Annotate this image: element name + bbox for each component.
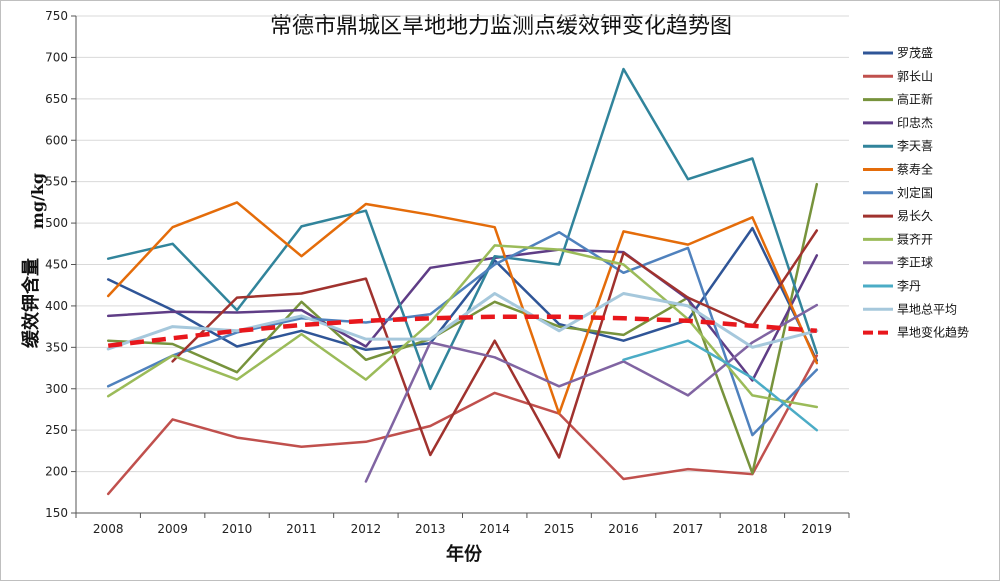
- series-line-1: [106, 354, 819, 496]
- x-tick-label: 2013: [415, 522, 446, 536]
- legend-label: 刘定国: [897, 185, 933, 200]
- y-tick-label: 700: [45, 50, 68, 64]
- series-line-0: [106, 226, 819, 362]
- x-tick-label: 2016: [608, 522, 639, 536]
- legend-label: 聂齐开: [897, 231, 933, 246]
- y-tick-label: 250: [45, 423, 68, 437]
- legend: 罗茂盛郭长山高正新印忠杰李天喜蔡寿全刘定国易长久聂齐开李正球李丹旱地总平均旱地变…: [863, 45, 969, 340]
- x-axis-title: 年份: [446, 543, 483, 565]
- legend-label: 李丹: [897, 278, 921, 293]
- y-tick-label: 500: [45, 216, 68, 230]
- series-line-12: [107, 314, 817, 348]
- y-tick-label: 150: [45, 506, 68, 520]
- y-tick-label: 750: [45, 9, 68, 23]
- series-line-7: [171, 229, 819, 459]
- series-lines: [106, 67, 819, 496]
- legend-label: 易长久: [897, 209, 933, 223]
- x-tick-label: 2008: [93, 522, 124, 536]
- legend-label: 李正球: [897, 255, 933, 270]
- gridlines: [71, 15, 850, 518]
- legend-label: 旱地总平均: [897, 302, 957, 316]
- x-tick-label: 2019: [802, 522, 833, 536]
- series-line-4: [106, 67, 819, 391]
- y-tick-label: 400: [45, 299, 68, 313]
- x-tick-label: 2011: [286, 522, 317, 536]
- y-axis-unit: mg/kg: [28, 173, 47, 229]
- series-line-10: [622, 339, 819, 432]
- series-line-5: [106, 201, 819, 415]
- y-tick-labels: 150 200 250 300 350 400 450 500 550 600 650 700 750: [45, 9, 68, 520]
- legend-label: 李天喜: [897, 138, 933, 153]
- y-tick-label: 600: [45, 133, 68, 147]
- legend-label: 郭长山: [897, 69, 933, 83]
- y-tick-label: 450: [45, 258, 68, 272]
- series-line-9: [364, 303, 819, 483]
- x-tick-label: 2018: [737, 522, 768, 536]
- y-axis-title: 缓效钾含量: [20, 258, 42, 348]
- x-tick-label: 2017: [673, 522, 704, 536]
- legend-label: 高正新: [897, 92, 933, 107]
- chart-title: 常德市鼎城区旱地地力监测点缓效钾变化趋势图: [270, 14, 732, 39]
- legend-label: 蔡寿全: [897, 162, 933, 177]
- x-tick-label: 2014: [479, 522, 510, 536]
- y-tick-label: 350: [45, 340, 68, 354]
- y-tick-label: 650: [45, 92, 68, 106]
- y-tick-label: 300: [45, 382, 68, 396]
- x-tick-label: 2015: [544, 522, 575, 536]
- legend-label: 罗茂盛: [897, 45, 933, 60]
- series-line-8: [106, 244, 819, 409]
- x-tick-label: 2012: [351, 522, 382, 536]
- y-tick-label: 550: [45, 175, 68, 189]
- x-tick-labels: 2008 2009 2010 2011 2012 2013 2014 2015 2016 2017…: [93, 522, 832, 536]
- y-tick-label: 200: [45, 465, 68, 479]
- axes: [75, 16, 849, 514]
- x-tick-label: 2009: [157, 522, 188, 536]
- series-line-6: [106, 230, 819, 437]
- legend-label: 旱地变化趋势: [897, 325, 969, 340]
- x-tick-label: 2010: [222, 522, 253, 536]
- legend-label: 印忠杰: [897, 116, 933, 130]
